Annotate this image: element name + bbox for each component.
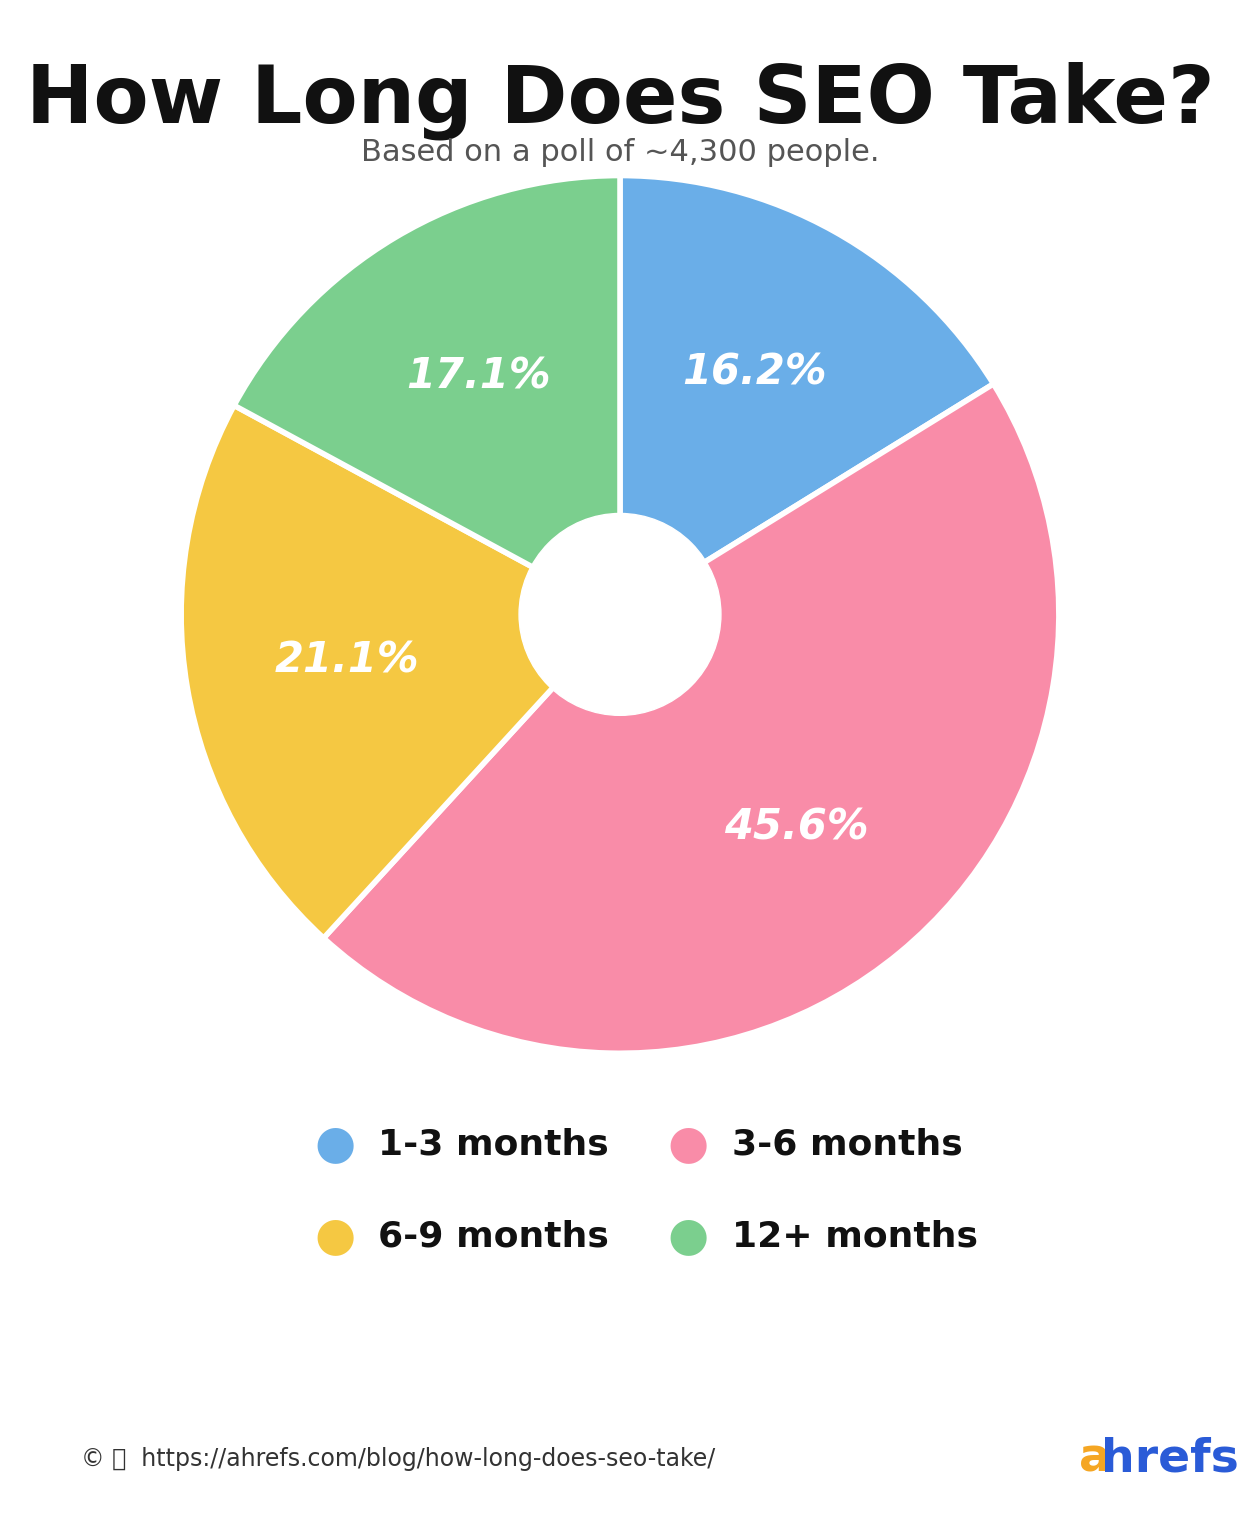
Text: 1-3 months: 1-3 months [378,1127,609,1161]
Text: ●: ● [314,1121,356,1167]
Text: © ⓘ  https://ahrefs.com/blog/how-long-does-seo-take/: © ⓘ https://ahrefs.com/blog/how-long-doe… [81,1447,714,1471]
Wedge shape [620,175,993,564]
Wedge shape [234,175,620,568]
Text: 12+ months: 12+ months [732,1220,977,1253]
Text: ●: ● [667,1121,709,1167]
Text: 21.1%: 21.1% [275,639,419,682]
Circle shape [520,513,720,716]
Text: 45.6%: 45.6% [724,806,868,848]
Wedge shape [181,406,554,938]
Wedge shape [324,384,1059,1054]
Text: 6-9 months: 6-9 months [378,1220,609,1253]
Text: 16.2%: 16.2% [682,352,827,393]
Text: ●: ● [314,1213,356,1260]
Text: 17.1%: 17.1% [407,356,551,398]
Text: hrefs: hrefs [1101,1436,1239,1482]
Text: 3-6 months: 3-6 months [732,1127,962,1161]
Text: How Long Does SEO Take?: How Long Does SEO Take? [26,61,1214,140]
Text: ●: ● [667,1213,709,1260]
Text: Based on a poll of ~4,300 people.: Based on a poll of ~4,300 people. [361,138,879,167]
Text: a: a [1079,1436,1111,1482]
